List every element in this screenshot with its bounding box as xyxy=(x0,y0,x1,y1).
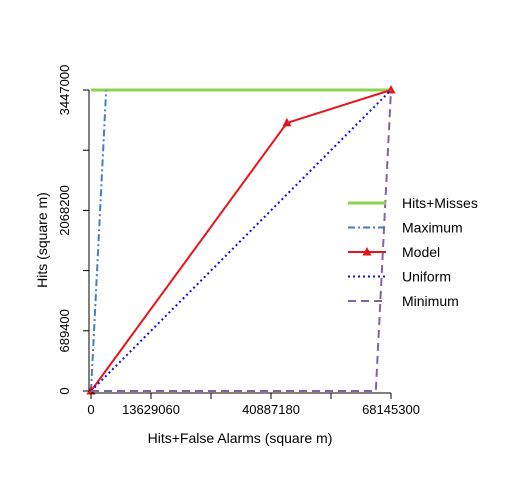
legend-label: Maximum xyxy=(402,220,463,236)
model-point-marker xyxy=(282,117,292,127)
y-tick-label: 3447000 xyxy=(57,65,72,116)
legend: Hits+Misses Maximum Model Uniform Minimum xyxy=(348,195,478,309)
series-line-minimum xyxy=(91,89,392,392)
legend-label: Model xyxy=(402,244,440,260)
x-axis-title: Hits+False Alarms (square m) xyxy=(148,430,333,446)
x-tick-label: 40887180 xyxy=(242,402,300,417)
legend-marker xyxy=(362,247,372,256)
axes-layer: 0 13629060 40887180 68145300 0 689400 2068200 3… xyxy=(57,65,420,417)
series-layer xyxy=(86,85,396,395)
y-tick-label: 689400 xyxy=(57,309,72,352)
series-line-maximum xyxy=(90,89,108,392)
model-point-marker xyxy=(386,85,396,94)
legend-label: Hits+Misses xyxy=(402,195,478,211)
y-tick-label: 2068200 xyxy=(57,185,72,236)
x-tick-label: 0 xyxy=(87,402,94,417)
x-tick-label: 13629060 xyxy=(122,402,180,417)
legend-label: Minimum xyxy=(402,293,459,309)
y-tick-label: 0 xyxy=(57,387,72,394)
series-line-uniform xyxy=(90,89,392,392)
x-tick-label: 68145300 xyxy=(362,402,420,417)
y-axis-title: Hits (square m) xyxy=(34,192,50,288)
legend-label: Uniform xyxy=(402,269,451,285)
